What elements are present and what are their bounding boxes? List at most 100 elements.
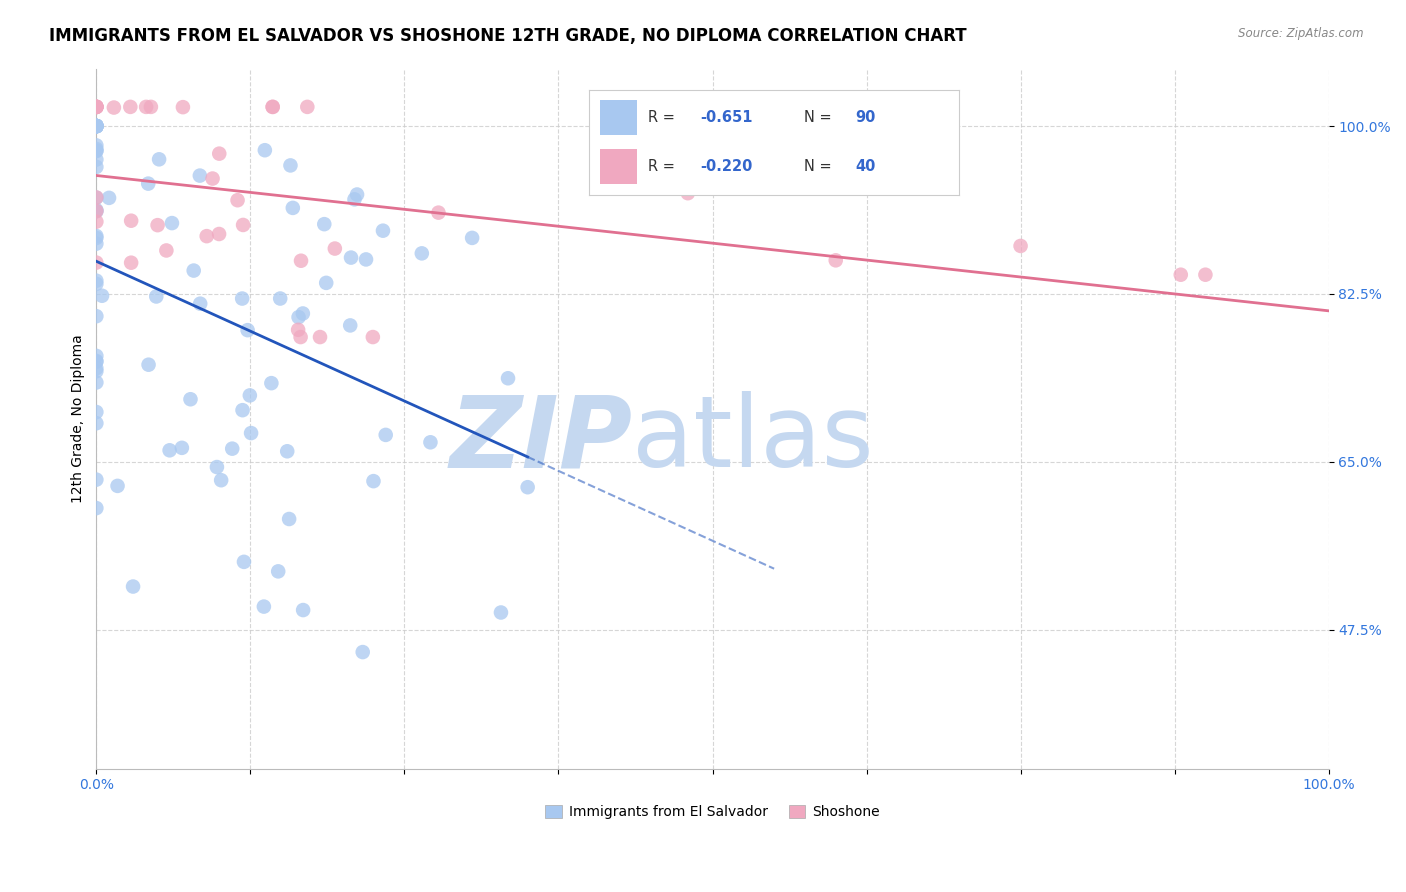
- Point: [172, 100, 194, 114]
- Point: [427, 205, 450, 219]
- Point: [86, 153, 108, 167]
- Point: [86, 100, 108, 114]
- Point: [86, 100, 108, 114]
- Point: [363, 474, 385, 488]
- Point: [262, 100, 284, 114]
- Point: [86, 190, 108, 204]
- Point: [292, 603, 315, 617]
- Point: [231, 292, 253, 306]
- Point: [86, 119, 108, 133]
- Point: [86, 364, 108, 378]
- Point: [86, 309, 108, 323]
- Point: [86, 119, 108, 133]
- Point: [86, 119, 108, 133]
- Point: [346, 187, 368, 202]
- Point: [287, 323, 309, 337]
- Point: [91, 289, 114, 303]
- Point: [461, 231, 484, 245]
- Point: [107, 479, 129, 493]
- Point: [323, 242, 346, 256]
- Point: [86, 100, 108, 114]
- Point: [136, 177, 159, 191]
- Point: [86, 231, 108, 245]
- Point: [120, 100, 142, 114]
- Point: [195, 229, 218, 244]
- Point: [205, 460, 228, 475]
- Point: [280, 158, 302, 172]
- Point: [86, 100, 108, 114]
- Point: [86, 354, 108, 368]
- Point: [1170, 268, 1192, 282]
- Point: [103, 101, 125, 115]
- Point: [86, 144, 108, 158]
- Point: [86, 203, 108, 218]
- Point: [201, 171, 224, 186]
- Point: [159, 443, 181, 458]
- Point: [1010, 239, 1032, 253]
- Point: [146, 218, 169, 232]
- Point: [86, 119, 108, 133]
- Point: [86, 119, 108, 133]
- Point: [352, 645, 374, 659]
- Point: [122, 580, 145, 594]
- Point: [86, 191, 108, 205]
- Point: [86, 142, 108, 156]
- Point: [86, 355, 108, 369]
- Point: [339, 318, 361, 333]
- Point: [148, 153, 170, 167]
- Point: [135, 100, 157, 114]
- Point: [297, 100, 319, 114]
- Point: [496, 371, 519, 385]
- Point: [86, 405, 108, 419]
- Point: [208, 227, 231, 241]
- Point: [170, 441, 193, 455]
- Point: [86, 204, 108, 219]
- Point: [354, 252, 377, 267]
- Point: [267, 565, 290, 579]
- Y-axis label: 12th Grade, No Diploma: 12th Grade, No Diploma: [72, 334, 86, 503]
- Point: [233, 555, 256, 569]
- Point: [86, 214, 108, 228]
- Point: [276, 444, 298, 458]
- Point: [86, 361, 108, 376]
- Text: IMMIGRANTS FROM EL SALVADOR VS SHOSHONE 12TH GRADE, NO DIPLOMA CORRELATION CHART: IMMIGRANTS FROM EL SALVADOR VS SHOSHONE …: [49, 27, 967, 45]
- Point: [179, 392, 201, 407]
- Point: [239, 388, 262, 402]
- Point: [86, 100, 108, 114]
- Point: [411, 246, 433, 260]
- Point: [516, 480, 538, 494]
- Point: [86, 119, 108, 133]
- Point: [262, 100, 284, 114]
- Point: [86, 349, 108, 363]
- Point: [226, 193, 249, 207]
- Point: [120, 213, 142, 227]
- Point: [86, 119, 108, 133]
- Point: [253, 143, 276, 157]
- Point: [253, 599, 276, 614]
- Point: [86, 138, 108, 153]
- Point: [86, 119, 108, 133]
- Point: [278, 512, 301, 526]
- Point: [188, 169, 211, 183]
- Point: [86, 255, 108, 269]
- Point: [489, 606, 512, 620]
- Point: [86, 119, 108, 133]
- Point: [361, 330, 384, 344]
- Point: [139, 100, 162, 114]
- Point: [86, 160, 108, 174]
- Point: [343, 192, 366, 206]
- Point: [86, 119, 108, 133]
- Point: [824, 253, 846, 268]
- Point: [86, 274, 108, 288]
- Point: [340, 251, 363, 265]
- Point: [86, 100, 108, 114]
- Text: atlas: atlas: [633, 391, 875, 488]
- Point: [371, 224, 394, 238]
- Point: [86, 236, 108, 251]
- Text: Source: ZipAtlas.com: Source: ZipAtlas.com: [1239, 27, 1364, 40]
- Point: [309, 330, 332, 344]
- Point: [419, 435, 441, 450]
- Point: [86, 416, 108, 430]
- Text: ZIP: ZIP: [450, 391, 633, 488]
- Point: [291, 306, 314, 320]
